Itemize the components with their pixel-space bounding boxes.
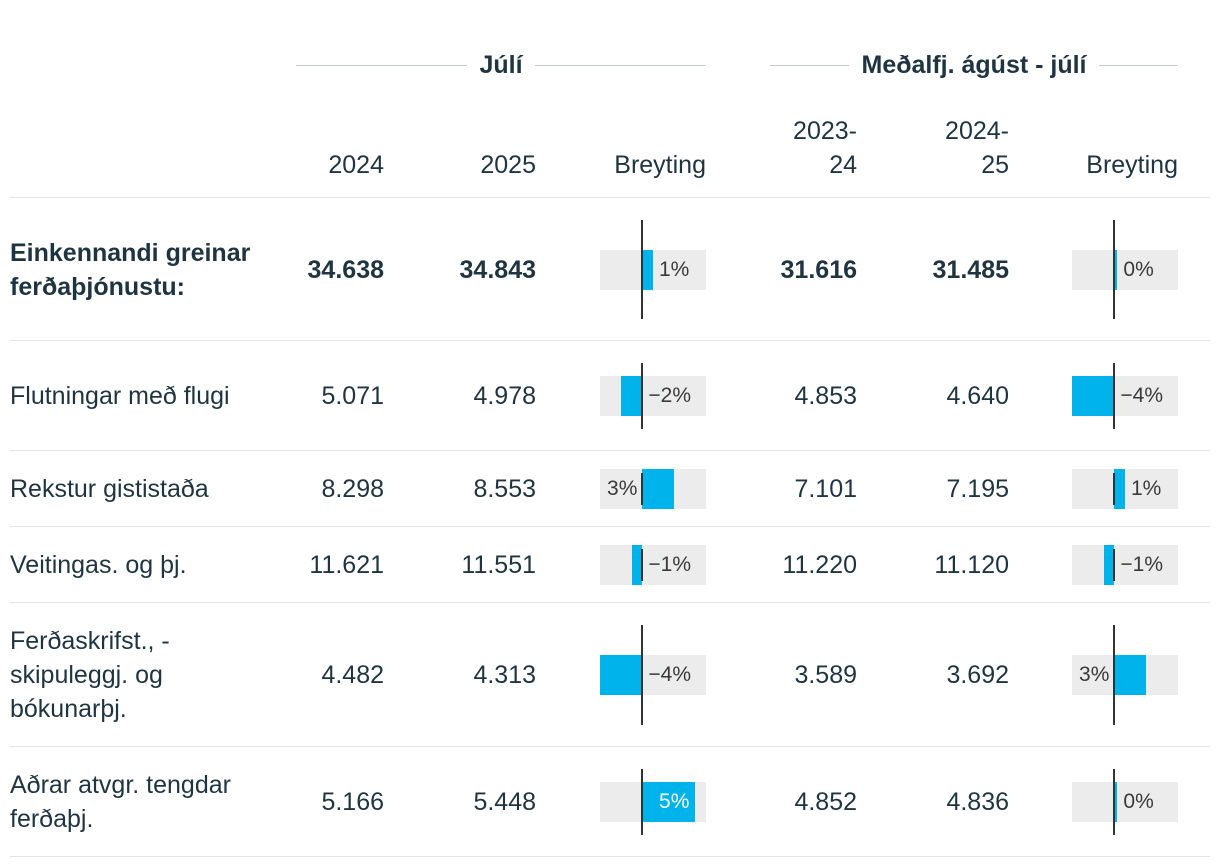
change-label: 3%: [607, 477, 638, 500]
column-header-2-2: 2024-: [945, 117, 1009, 145]
row-value-2: 34.843: [459, 255, 536, 284]
change-label: −1%: [1120, 553, 1164, 576]
row-divider: [10, 450, 1210, 451]
row-value-4: 11.120: [934, 551, 1009, 579]
change-label: −4%: [648, 663, 692, 686]
row-value-1: 8.298: [321, 475, 384, 503]
row-value-2: 11.551: [461, 551, 536, 579]
row-divider: [10, 340, 1210, 341]
change-bar: [642, 469, 675, 509]
row-label: Ferðaskrifst., -skipuleggj. og bókunarþj…: [10, 627, 170, 723]
column-header-2-1: 2023-: [793, 117, 857, 145]
column-header-1-2: 2025: [480, 151, 536, 179]
group-title-2: Meðalfj. ágúst - júlí: [861, 51, 1087, 79]
row-value-1: 5.166: [321, 788, 384, 816]
row-value-2: 4.313: [473, 661, 536, 689]
row-divider: [10, 602, 1210, 603]
change-bar: [631, 545, 643, 585]
header-divider: [10, 197, 1210, 198]
row-value-4: 4.836: [946, 788, 1009, 816]
zero-axis-line: [641, 473, 644, 505]
change-bar: [1114, 782, 1118, 822]
column-header-breyting-2: Breyting: [1086, 151, 1178, 179]
zero-axis-line: [641, 625, 644, 725]
change-bar-track: [1072, 545, 1178, 585]
change-bar-track: [600, 545, 706, 585]
change-label: 0%: [1123, 790, 1154, 813]
row-value-2: 8.553: [473, 475, 536, 503]
row-value-4: 31.485: [932, 255, 1009, 284]
row-label: Rekstur gististaða: [10, 475, 209, 503]
group-title-1: Júlí: [479, 51, 523, 79]
zero-axis-line: [1113, 549, 1116, 581]
zero-axis-line: [1113, 473, 1116, 505]
row-label: Einkennandi greinar ferðaþjónustu:: [10, 238, 251, 301]
group-rule-left: [770, 65, 850, 66]
column-header-1-1: 2024: [328, 151, 384, 179]
change-label: 1%: [659, 257, 690, 281]
row-value-1: 5.071: [321, 382, 384, 410]
row-value-3: 31.616: [780, 255, 857, 284]
zero-axis-line: [1113, 625, 1116, 725]
row-value-3: 11.220: [782, 551, 857, 579]
row-label: Veitingas. og þj.: [10, 551, 187, 579]
row-value-1: 11.621: [309, 551, 384, 579]
change-label: −4%: [1120, 384, 1164, 407]
zero-axis-line: [641, 220, 644, 319]
row-value-4: 3.692: [946, 661, 1009, 689]
row-value-3: 4.852: [794, 788, 857, 816]
row-value-1: 34.638: [307, 255, 384, 284]
column-header-2-1: 24: [829, 151, 857, 179]
change-bar-track: [1072, 469, 1178, 509]
group-rule-right: [534, 65, 706, 66]
change-label: −1%: [648, 553, 692, 576]
change-bar: [1114, 469, 1125, 509]
row-label: Flutningar með flugi: [10, 382, 230, 410]
row-divider: [10, 746, 1210, 747]
row-divider: [10, 856, 1210, 857]
change-label: 1%: [1131, 477, 1162, 500]
row-value-3: 7.101: [794, 475, 857, 503]
zero-axis-line: [641, 363, 644, 429]
change-bar-track: [600, 249, 706, 290]
row-value-2: 4.978: [473, 382, 536, 410]
zero-axis-line: [641, 549, 644, 581]
change-label: 0%: [1123, 257, 1154, 281]
change-bar-track: [600, 376, 706, 416]
group-rule-left: [296, 65, 468, 66]
row-value-4: 7.195: [946, 475, 1009, 503]
row-value-2: 5.448: [473, 788, 536, 816]
change-bar: [642, 782, 696, 822]
change-bar-track: [1072, 782, 1178, 822]
change-label: 3%: [1079, 663, 1110, 686]
row-value-3: 4.853: [794, 382, 857, 410]
zero-axis-line: [641, 769, 644, 835]
zero-axis-line: [1113, 769, 1116, 835]
change-bar: [642, 249, 653, 290]
change-bar: [600, 655, 643, 695]
change-bar: [1114, 655, 1147, 695]
change-bar: [621, 376, 643, 416]
row-value-4: 4.640: [946, 382, 1009, 410]
change-label: −2%: [648, 384, 692, 407]
group-rule-right: [1098, 65, 1178, 66]
row-label: Aðrar atvgr. tengdar ferðaþj.: [10, 771, 231, 833]
column-header-2-2: 25: [981, 151, 1009, 179]
zero-axis-line: [1113, 363, 1116, 429]
change-bar: [1072, 376, 1115, 416]
change-bar-track: [1072, 249, 1178, 290]
column-header-breyting-1: Breyting: [614, 151, 706, 179]
row-value-3: 3.589: [794, 661, 857, 689]
change-label: 5%: [659, 790, 690, 813]
row-value-1: 4.482: [321, 661, 384, 689]
zero-axis-line: [1113, 220, 1116, 319]
change-bar: [1103, 545, 1115, 585]
change-bar: [1114, 249, 1118, 290]
row-divider: [10, 526, 1210, 527]
